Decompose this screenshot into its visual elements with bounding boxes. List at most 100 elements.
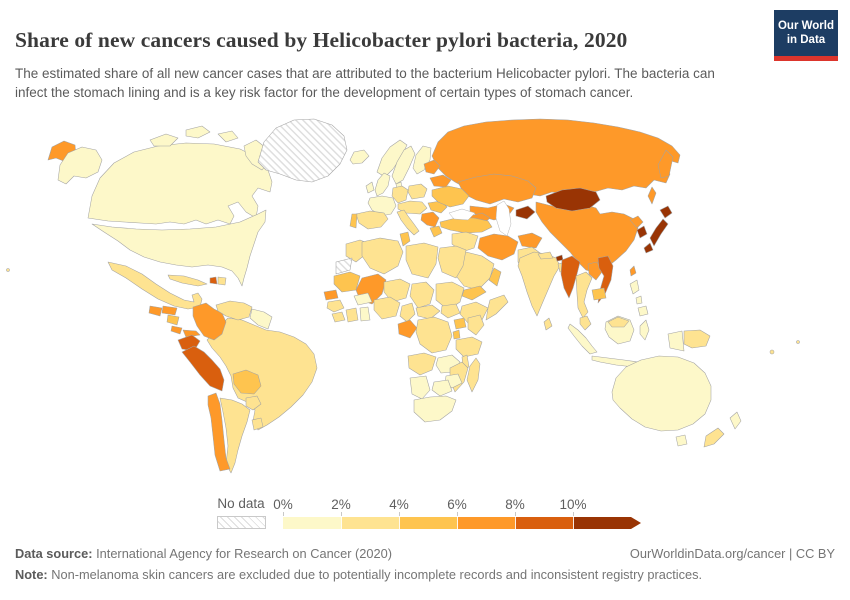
country-baltics[interactable] xyxy=(423,159,441,175)
country-ukraine[interactable] xyxy=(431,185,470,208)
country-spain[interactable] xyxy=(355,210,389,230)
country-madagascar[interactable] xyxy=(466,357,481,393)
country-greenland[interactable] xyxy=(257,118,348,183)
country-brazil[interactable] xyxy=(206,317,318,431)
country-kyrgyzstan-tajikistan[interactable] xyxy=(515,205,536,220)
country-uganda[interactable] xyxy=(453,317,467,330)
country-philippines-luzon[interactable] xyxy=(629,279,640,295)
country-portugal[interactable] xyxy=(349,213,358,229)
country-peru[interactable] xyxy=(181,345,225,392)
country-sierra-leone-liberia[interactable] xyxy=(331,311,346,323)
country-botswana[interactable] xyxy=(431,379,453,397)
country-yemen[interactable] xyxy=(461,285,487,301)
country-usa[interactable] xyxy=(91,209,267,287)
country-new-zealand-south[interactable] xyxy=(703,427,725,448)
country-panama[interactable] xyxy=(182,329,201,338)
country-indonesia-sumatra[interactable] xyxy=(567,323,598,355)
country-south-korea[interactable] xyxy=(636,225,648,239)
country-balkans[interactable] xyxy=(420,211,440,228)
country-united-kingdom[interactable] xyxy=(374,172,391,197)
country-guinea[interactable] xyxy=(326,299,345,313)
country-honduras[interactable] xyxy=(161,305,178,316)
country-chad[interactable] xyxy=(409,281,435,309)
country-papua-new-guinea[interactable] xyxy=(683,329,711,349)
country-afghanistan[interactable] xyxy=(517,232,543,249)
country-germany[interactable] xyxy=(391,185,409,204)
country-indonesia-papua[interactable] xyxy=(667,330,685,352)
pacific-island-dot[interactable] xyxy=(6,268,10,272)
country-somalia[interactable] xyxy=(485,294,509,321)
country-ghana[interactable] xyxy=(359,306,371,322)
country-finland[interactable] xyxy=(412,145,432,175)
country-sudan[interactable] xyxy=(435,281,465,311)
country-indonesia-sulawesi[interactable] xyxy=(639,319,650,341)
country-senegal[interactable] xyxy=(323,289,339,301)
country-haiti[interactable] xyxy=(209,276,218,285)
footer-attribution[interactable]: OurWorldinData.org/cancer | CC BY xyxy=(629,546,835,561)
country-uruguay[interactable] xyxy=(251,417,264,431)
country-mongolia[interactable] xyxy=(545,187,601,212)
country-nepal[interactable] xyxy=(537,251,554,260)
country-norway[interactable] xyxy=(376,139,408,178)
country-nicaragua[interactable] xyxy=(166,314,180,326)
country-france[interactable] xyxy=(367,195,397,217)
country-india[interactable] xyxy=(517,251,561,317)
country-namibia[interactable] xyxy=(409,375,431,400)
country-greece[interactable] xyxy=(429,225,443,238)
country-burkina-faso[interactable] xyxy=(353,292,373,306)
country-central-african-republic[interactable] xyxy=(415,304,441,320)
country-egypt[interactable] xyxy=(437,245,467,279)
country-guatemala[interactable] xyxy=(148,305,163,317)
country-japan-hokkaido[interactable] xyxy=(659,205,673,219)
country-guyanas[interactable] xyxy=(249,308,273,330)
country-mauritania[interactable] xyxy=(333,271,361,293)
country-taiwan[interactable] xyxy=(629,265,637,277)
country-ireland[interactable] xyxy=(365,181,375,194)
country-canada-arctic-1[interactable] xyxy=(149,133,179,147)
country-tasmania[interactable] xyxy=(675,434,688,447)
country-mexico[interactable] xyxy=(107,261,203,310)
country-thailand[interactable] xyxy=(575,271,593,319)
country-chile[interactable] xyxy=(207,392,231,472)
country-tunisia[interactable] xyxy=(399,231,411,247)
pacific-island-dot[interactable] xyxy=(796,340,800,344)
country-japan-kyushu[interactable] xyxy=(643,242,654,254)
country-drc[interactable] xyxy=(415,316,453,354)
country-costa-rica[interactable] xyxy=(170,325,183,335)
country-japan-honshu[interactable] xyxy=(649,218,669,247)
legend-no-data-swatch[interactable] xyxy=(217,516,266,529)
country-iran[interactable] xyxy=(477,233,519,261)
country-south-sudan[interactable] xyxy=(440,303,461,319)
country-iceland[interactable] xyxy=(349,149,370,165)
country-oman[interactable] xyxy=(488,267,502,287)
country-laos[interactable] xyxy=(587,261,603,281)
country-cameroon[interactable] xyxy=(399,302,416,323)
country-philippines-visayas[interactable] xyxy=(635,295,643,305)
country-canada[interactable] xyxy=(87,142,273,225)
country-new-zealand-north[interactable] xyxy=(729,411,742,430)
country-sakhalin[interactable] xyxy=(647,186,657,205)
country-philippines-mindanao[interactable] xyxy=(637,305,649,317)
country-argentina[interactable] xyxy=(219,397,251,474)
country-malaysia[interactable] xyxy=(579,315,592,331)
country-italy[interactable] xyxy=(396,209,420,236)
country-venezuela[interactable] xyxy=(215,300,253,321)
country-western-sahara[interactable] xyxy=(335,257,353,275)
country-ivory-coast[interactable] xyxy=(345,307,359,323)
country-rwanda-burundi[interactable] xyxy=(452,329,461,340)
country-gabon-congo[interactable] xyxy=(397,319,418,339)
country-libya[interactable] xyxy=(405,242,439,279)
country-south-africa[interactable] xyxy=(413,395,457,423)
country-alaska[interactable] xyxy=(57,146,103,185)
country-cambodia[interactable] xyxy=(591,287,607,301)
country-russia-kamchatka[interactable] xyxy=(657,149,674,179)
country-dominican-republic[interactable] xyxy=(217,276,227,286)
country-sweden[interactable] xyxy=(391,145,416,185)
country-niger[interactable] xyxy=(383,278,411,303)
country-north-korea[interactable] xyxy=(629,215,644,229)
country-belarus[interactable] xyxy=(429,174,452,188)
country-paraguay[interactable] xyxy=(245,395,262,411)
country-turkey[interactable] xyxy=(439,217,493,234)
country-angola[interactable] xyxy=(407,352,437,376)
country-canada-arctic-2[interactable] xyxy=(185,125,211,139)
